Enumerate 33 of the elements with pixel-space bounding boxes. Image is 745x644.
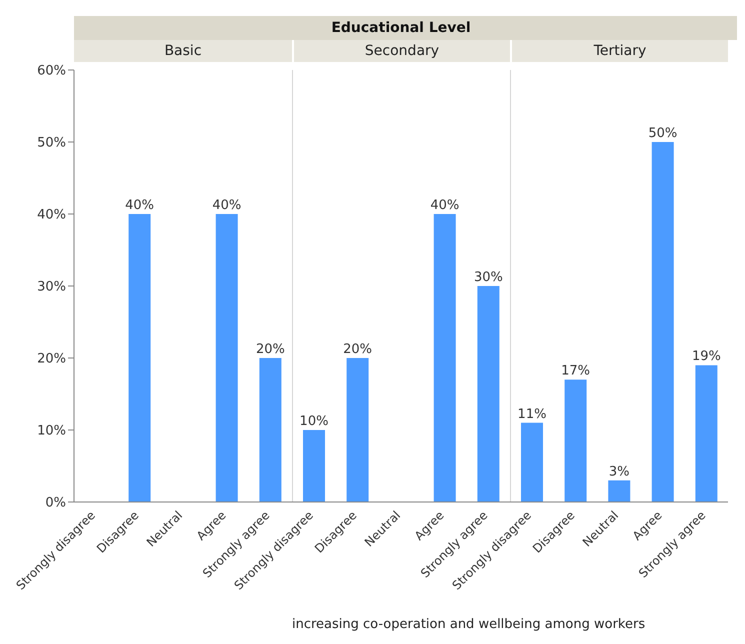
- data-label: 40%: [430, 198, 460, 213]
- y-tick-label: 0%: [45, 496, 66, 511]
- bar: [434, 214, 456, 502]
- chart-title: Educational Level: [330, 19, 472, 38]
- data-label: 20%: [343, 342, 372, 357]
- data-label: 17%: [561, 364, 590, 379]
- data-label: 40%: [125, 198, 154, 213]
- y-tick-label: 30%: [37, 280, 66, 295]
- data-label: 20%: [256, 342, 285, 357]
- data-label: 11%: [518, 406, 546, 422]
- chart-subtitle: Basic: [74, 40, 292, 62]
- bar: [652, 142, 674, 502]
- bar: [346, 358, 369, 502]
- chart-subtitle: Tertiary: [510, 40, 728, 62]
- data-label: 40%: [212, 198, 242, 213]
- y-tick-label: 50%: [37, 136, 66, 151]
- data-label: 10%: [300, 414, 328, 429]
- bar: [695, 365, 718, 502]
- y-tick-label: 20%: [37, 352, 66, 367]
- data-label: 19%: [692, 349, 721, 364]
- bar: [303, 430, 325, 502]
- y-tick-label: 10%: [37, 424, 66, 439]
- bar: [521, 422, 543, 502]
- y-tick-label: 60%: [37, 64, 66, 79]
- data-label: 3%: [608, 464, 630, 480]
- y-tick-label: 40%: [37, 208, 66, 223]
- x-axis-title: increasing co-operation and wellbeing among workers: [292, 617, 646, 632]
- data-label: 50%: [648, 126, 678, 141]
- chart-subtitle: Secondary: [292, 40, 510, 62]
- bar: [564, 380, 587, 502]
- data-label: 30%: [474, 270, 503, 285]
- bar: [608, 480, 630, 502]
- bar: [477, 286, 500, 502]
